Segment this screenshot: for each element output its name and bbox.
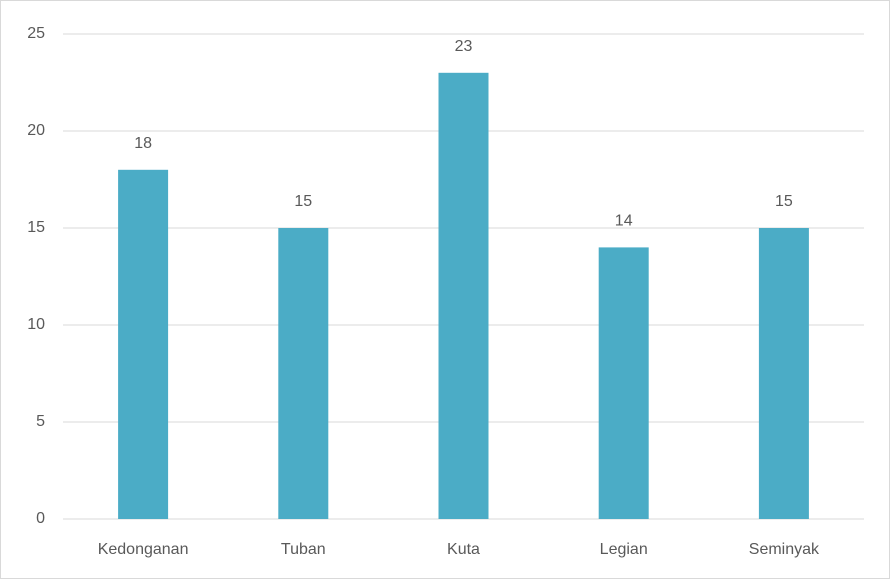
y-tick-label: 20	[27, 122, 45, 139]
x-tick-label: Kedonganan	[98, 541, 189, 558]
bar	[118, 169, 169, 520]
bar	[598, 247, 649, 519]
data-label: 15	[775, 193, 793, 210]
bar	[438, 72, 489, 520]
x-tick-label: Legian	[600, 541, 648, 558]
y-tick-label: 0	[36, 510, 45, 527]
x-tick-label: Seminyak	[749, 541, 820, 558]
x-tick-label: Tuban	[281, 541, 326, 558]
data-label: 14	[615, 213, 633, 230]
y-tick-label: 15	[27, 219, 45, 236]
data-label: 18	[134, 135, 152, 152]
data-label: 15	[294, 193, 312, 210]
y-tick-label: 10	[27, 316, 45, 333]
bar	[758, 228, 809, 519]
y-tick-label: 5	[36, 413, 45, 430]
x-tick-label: Kuta	[447, 541, 480, 558]
data-label: 23	[455, 38, 473, 55]
bar	[278, 228, 329, 519]
y-tick-label: 25	[27, 25, 45, 42]
